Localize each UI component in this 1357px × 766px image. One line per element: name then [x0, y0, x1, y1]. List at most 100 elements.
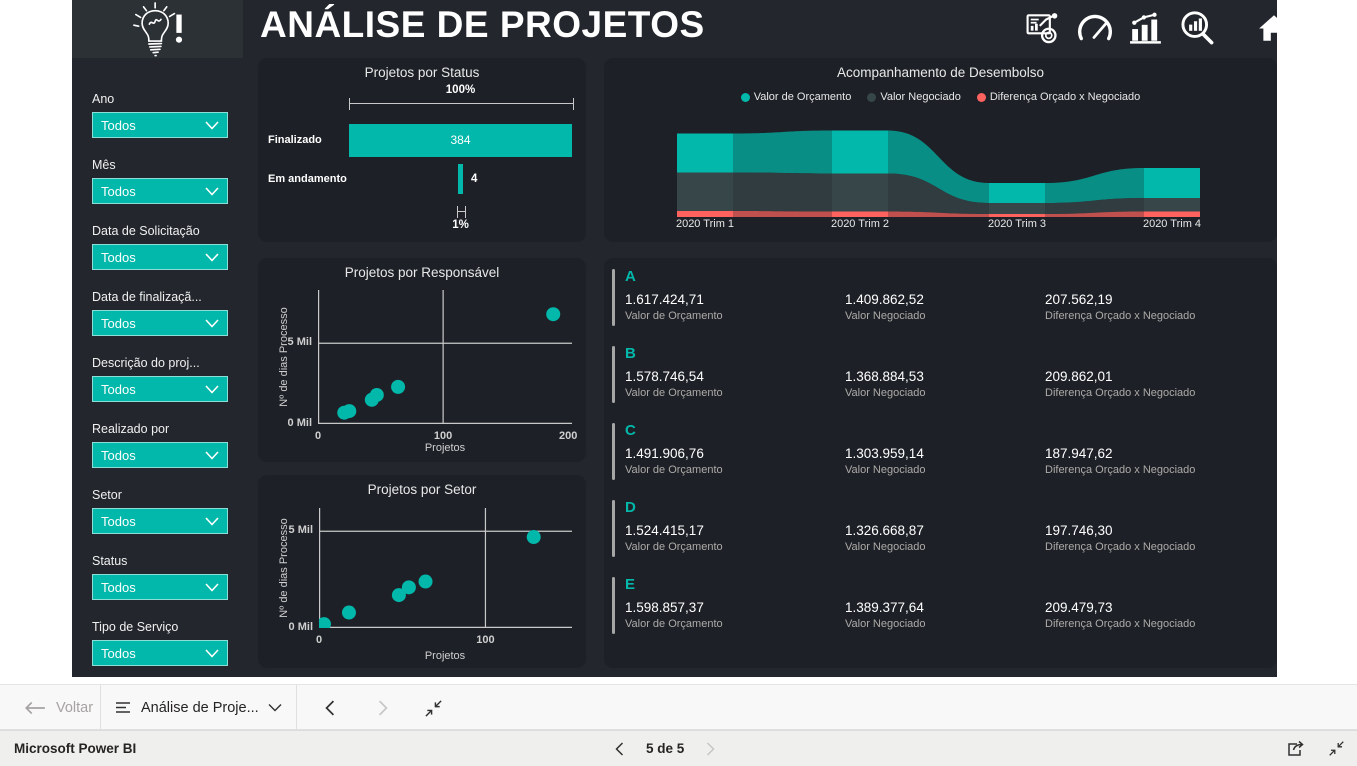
data-point[interactable] — [342, 404, 357, 419]
home-icon[interactable] — [1254, 9, 1294, 47]
orcamento-label: Valor de Orçamento — [625, 541, 723, 553]
scatter-responsavel-plot — [318, 290, 572, 424]
share-icon[interactable] — [1286, 740, 1304, 757]
filter-group: Setor Todos — [92, 488, 228, 534]
filter-dropdown[interactable]: Todos — [92, 442, 228, 468]
funnel-bar-em-andamento[interactable] — [457, 164, 463, 194]
ribbon-band[interactable] — [989, 203, 1045, 214]
funnel-category-finalizado: Finalizado — [268, 134, 322, 146]
diferenca-label: Diferença Orçado x Negociado — [1045, 618, 1196, 630]
page-selector-dropdown[interactable]: Análise de Proje... — [100, 685, 297, 730]
filter-label: Status — [92, 554, 128, 568]
funnel-top-percent: 100% — [445, 84, 476, 96]
ribbon-band[interactable] — [989, 183, 1045, 203]
legend-dot — [867, 92, 877, 102]
summary-row: E 1.598.857,37 Valor de Orçamento 1.389.377… — [604, 576, 1277, 634]
back-button[interactable]: Voltar — [24, 685, 93, 731]
ribbon-panel: Acompanhamento de Desembolso Valor de Or… — [604, 58, 1277, 242]
ribbon-band[interactable] — [1144, 198, 1200, 212]
ribbon-band[interactable] — [832, 130, 888, 174]
bar-chart-icon[interactable] — [1126, 9, 1166, 47]
filter-dropdown[interactable]: Todos — [92, 244, 228, 270]
filter-label: Setor — [92, 488, 122, 502]
data-point[interactable] — [341, 605, 356, 620]
collapse-icon[interactable] — [1328, 740, 1345, 757]
next-page-button[interactable] — [706, 741, 715, 756]
filter-group: Data de Solicitação Todos — [92, 224, 228, 270]
row-divider-bar — [612, 500, 615, 557]
page-title: ANÁLISE DE PROJETOS — [260, 4, 705, 45]
x-axis-label: Projetos — [424, 442, 466, 454]
x-tick-label: 100 — [433, 430, 453, 442]
funnel-bar-finalizado[interactable]: 384 — [349, 124, 572, 157]
search-chart-icon[interactable] — [1177, 9, 1217, 47]
header-toolbar — [1024, 9, 1294, 47]
filter-dropdown[interactable]: Todos — [92, 376, 228, 402]
orcamento-label: Valor de Orçamento — [625, 618, 723, 630]
summary-panel: A 1.617.424,71 Valor de Orçamento 1.409.862… — [604, 258, 1277, 668]
filter-selected-value: Todos — [101, 249, 136, 265]
data-point[interactable] — [526, 530, 541, 545]
scatter-setor-plot — [319, 508, 572, 628]
y-tick-label: 5 Mil — [287, 336, 312, 349]
category-axis-label: 2020 Trim 3 — [987, 218, 1047, 230]
data-point[interactable] — [319, 617, 331, 628]
scatter-setor-panel: Projetos por Setor Nº de dias Processo P… — [258, 475, 586, 668]
ribbon-flow — [677, 172, 1200, 214]
diferenca-label: Diferença Orçado x Negociado — [1045, 387, 1196, 399]
y-axis-label: Nº de dias Processo — [278, 307, 290, 407]
filter-dropdown[interactable]: Todos — [92, 310, 228, 336]
ribbon-band[interactable] — [989, 214, 1045, 217]
filter-dropdown[interactable]: Todos — [92, 178, 228, 204]
chevron-down-icon — [205, 318, 219, 328]
data-point[interactable] — [369, 387, 384, 402]
ribbon-band[interactable] — [832, 211, 888, 218]
data-point[interactable] — [546, 307, 561, 322]
ribbon-band[interactable] — [677, 211, 733, 217]
scatter-responsavel-panel: Projetos por Responsável Nº de dias Proc… — [258, 258, 586, 462]
filter-label: Ano — [92, 92, 115, 106]
gauge-icon[interactable] — [1075, 9, 1115, 47]
scatter-responsavel-title: Projetos por Responsável — [344, 265, 500, 280]
filter-group: Mês Todos — [92, 158, 228, 204]
data-point[interactable] — [391, 379, 406, 394]
chevron-left-icon — [615, 741, 624, 756]
filter-group: Ano Todos — [92, 92, 228, 138]
report-analytics-icon[interactable] — [1024, 9, 1064, 47]
fit-to-page-button[interactable] — [418, 685, 448, 731]
orcamento-card: 1.491.906,76 Valor de Orçamento — [625, 446, 723, 476]
negociado-label: Valor Negociado — [845, 310, 926, 322]
negociado-value: 1.326.668,87 — [845, 523, 924, 538]
category-letter: E — [625, 576, 636, 593]
filter-dropdown[interactable]: Todos — [92, 112, 228, 138]
next-page-button[interactable] — [368, 685, 398, 731]
orcamento-card: 1.524.415,17 Valor de Orçamento — [625, 523, 723, 553]
data-point[interactable] — [401, 580, 416, 595]
ribbon-band[interactable] — [677, 172, 733, 212]
category-axis-label: 2020 Trim 4 — [1142, 218, 1202, 230]
orcamento-card: 1.617.424,71 Valor de Orçamento — [625, 292, 723, 322]
ribbon-band[interactable] — [1144, 211, 1200, 218]
diferenca-card: 197.746,30 Diferença Orçado x Negociado — [1045, 523, 1195, 553]
summary-row: D 1.524.415,17 Valor de Orçamento 1.326.668… — [604, 499, 1277, 557]
previous-page-button[interactable] — [315, 685, 345, 731]
previous-page-button[interactable] — [615, 741, 624, 756]
legend-item[interactable]: Valor Negociado — [867, 91, 961, 103]
data-point[interactable] — [391, 588, 406, 603]
ribbon-band[interactable] — [1144, 168, 1200, 198]
diferenca-card: 187.947,62 Diferença Orçado x Negociado — [1045, 446, 1195, 476]
legend-item[interactable]: Valor de Orçamento — [740, 91, 851, 103]
filter-dropdown[interactable]: Todos — [92, 640, 228, 666]
orcamento-value: 1.617.424,71 — [625, 292, 704, 307]
filter-dropdown[interactable]: Todos — [92, 508, 228, 534]
filter-label: Data de finalizaçã... — [92, 290, 202, 304]
chevron-left-icon — [325, 700, 335, 716]
category-axis-label: 2020 Trim 2 — [830, 218, 890, 230]
legend-item[interactable]: Diferença Orçado x Negociado — [976, 91, 1140, 103]
ribbon-band[interactable] — [677, 133, 733, 173]
ribbon-band[interactable] — [832, 173, 888, 212]
filter-dropdown[interactable]: Todos — [92, 574, 228, 600]
data-point[interactable] — [418, 574, 433, 589]
filter-label: Mês — [92, 158, 116, 172]
